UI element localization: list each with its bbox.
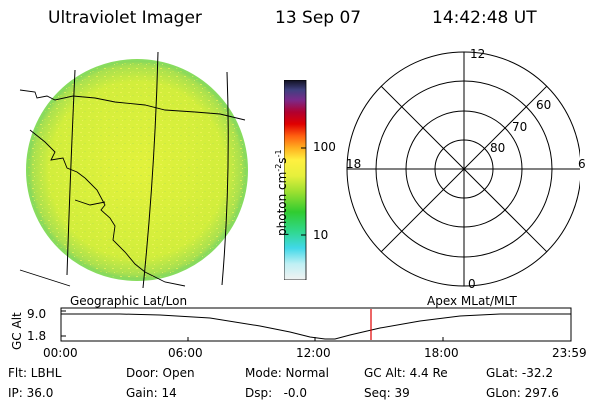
time-tick-1200: 12:00 [296,346,331,360]
time-tick-2359: 23:59 [552,346,587,360]
gc-altitude-curve [61,313,571,340]
lat-label-80: 80 [490,141,506,155]
time-tick-0600: 06:00 [168,346,203,360]
seq-status: Seq: 39 [364,386,410,400]
colorbar-tick-100: 100 [313,140,336,154]
door-status: Door: Open [126,366,195,380]
lat-label-60: 60 [536,98,552,112]
instrument-title: Ultraviolet Imager [48,8,202,28]
colorbar-unit-label: photon cm-2s-1 [274,149,289,236]
glat-status: GLat: -32.2 [486,366,553,380]
gc-alt-tick-bottom: 1.8 [27,329,47,343]
gc-alt-tick-top: 9.0 [27,307,47,321]
geographic-label: Geographic Lat/Lon [70,294,188,308]
mode-status: Mode: Normal [245,366,329,380]
gc-alt-status: GC Alt: 4.4 Re [364,366,448,380]
time-tick-1800: 18:00 [424,346,459,360]
lat-label-70: 70 [512,120,528,134]
filter-status: Flt: LBHL [8,366,62,380]
colorbar [284,80,307,280]
gain-status: Gain: 14 [126,386,177,400]
mlt-label-12: 12 [470,47,486,61]
auroral-image [19,51,248,289]
mlt-label-6: 6 [578,157,586,171]
gc-alt-axis-label: GC Alt [10,312,24,350]
dsp-status: Dsp: -0.0 [245,386,308,400]
mlt-label-0: 0 [468,277,476,291]
mlt-label-18: 18 [346,157,362,171]
time-label: 14:42:48 UT [432,8,537,28]
gc-altitude-strip [60,307,572,342]
apex-label: Apex MLat/MLT [427,294,517,308]
earth-disk [26,59,248,281]
ip-status: IP: 36.0 [8,386,54,400]
glon-status: GLon: 297.6 [486,386,559,400]
time-tick-0000: 00:00 [43,346,78,360]
date-label: 13 Sep 07 [275,8,362,28]
colorbar-tick-10: 10 [313,228,329,242]
polar-mlt-plot [346,51,580,287]
longitude-grid-lines [66,51,229,289]
coastline-lines [19,89,246,287]
